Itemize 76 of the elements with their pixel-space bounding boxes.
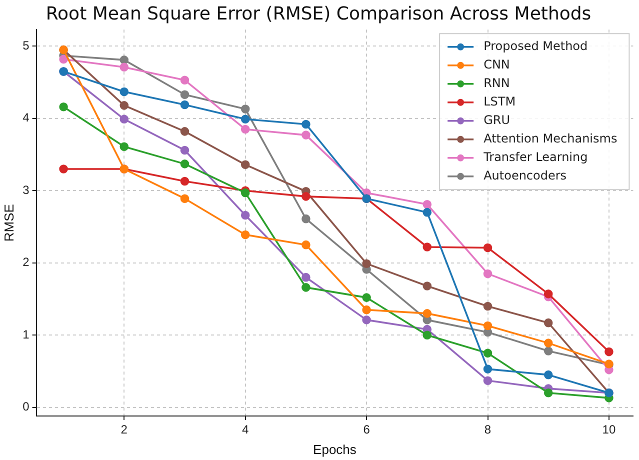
- legend-label: CNN: [484, 57, 510, 72]
- point: [240, 210, 250, 220]
- x-tick-label: 4: [242, 422, 250, 437]
- x-tick-label: 2: [120, 422, 128, 437]
- y-tick-label: 3: [22, 182, 30, 197]
- point: [59, 102, 68, 112]
- point: [302, 130, 310, 140]
- point: [59, 164, 68, 174]
- y-tick-label: 2: [22, 255, 30, 270]
- point: [483, 348, 492, 358]
- x-tick-label: 6: [363, 422, 370, 437]
- legend-label: Transfer Learning: [482, 150, 588, 164]
- point: [120, 114, 129, 124]
- point: [240, 230, 250, 240]
- point: [422, 242, 432, 252]
- point: [362, 305, 371, 314]
- legend-label: RNN: [484, 76, 510, 90]
- point: [240, 160, 250, 170]
- point: [120, 56, 129, 64]
- point: [120, 62, 129, 72]
- point: [544, 370, 553, 380]
- point: [422, 282, 432, 290]
- point: [544, 318, 553, 328]
- point: [362, 259, 371, 268]
- point: [544, 388, 553, 398]
- point: [483, 269, 492, 278]
- point: [180, 76, 190, 85]
- y-tick-label: 0: [22, 400, 30, 414]
- point: [483, 243, 492, 252]
- legend-label: GRU: [484, 112, 510, 127]
- legend-label: Autoencoders: [484, 168, 567, 182]
- point: [120, 142, 129, 152]
- point: [483, 302, 492, 311]
- point: [180, 146, 190, 155]
- point: [302, 214, 310, 224]
- point: [240, 104, 250, 114]
- legend-label: LSTM: [484, 94, 516, 108]
- point: [544, 338, 553, 348]
- point: [362, 293, 371, 302]
- point: [120, 101, 129, 110]
- x-axis-title: Epochs: [313, 442, 357, 457]
- x-tick-label: 8: [484, 422, 492, 437]
- point: [302, 283, 310, 292]
- chart-title: Root Mean Square Error (RMSE) Comparison Across Methods: [46, 3, 592, 24]
- point: [604, 347, 614, 356]
- point: [422, 200, 432, 209]
- point: [422, 208, 432, 217]
- y-tick-label: 1: [22, 327, 30, 342]
- point: [180, 90, 190, 99]
- x-tick-label: 10: [602, 422, 616, 437]
- point: [302, 192, 310, 201]
- point: [302, 240, 310, 250]
- point: [240, 114, 250, 124]
- point: [180, 194, 190, 204]
- point: [180, 160, 190, 168]
- point: [59, 54, 68, 64]
- y-tick-label: 4: [22, 110, 30, 125]
- point: [302, 272, 310, 282]
- y-axis-title: RMSE: [1, 204, 16, 242]
- legend-label: Proposed Method: [484, 38, 588, 53]
- point: [302, 120, 310, 129]
- point: [544, 346, 553, 356]
- point: [120, 87, 129, 96]
- point: [180, 100, 190, 110]
- point: [483, 321, 492, 330]
- point: [362, 316, 371, 324]
- point: [544, 290, 553, 298]
- point: [422, 330, 432, 340]
- point: [180, 127, 190, 136]
- point: [483, 376, 492, 386]
- point: [180, 176, 190, 186]
- point: [422, 309, 432, 318]
- y-tick-label: 5: [22, 38, 30, 53]
- point: [483, 364, 492, 374]
- legend-label: Attention Mechanisms: [484, 131, 618, 146]
- point: [240, 124, 250, 134]
